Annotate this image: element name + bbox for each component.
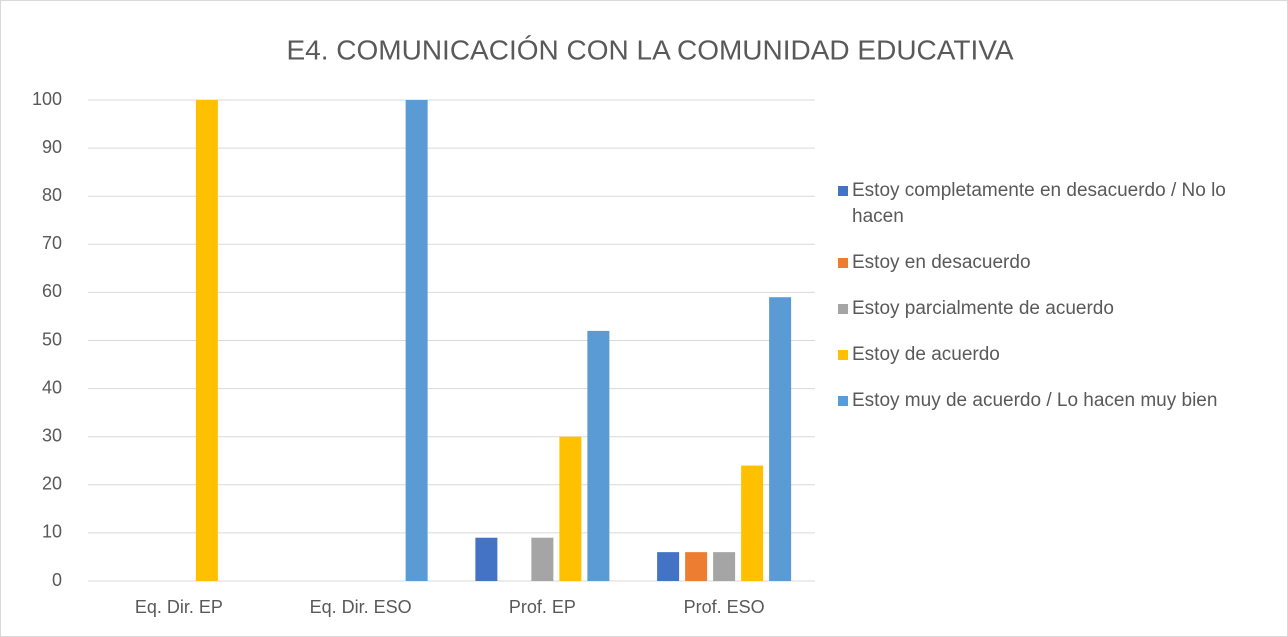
legend-label: Estoy muy de acuerdo / Lo hacen muy bien [852,390,1218,411]
x-tick-label: Prof. EP [509,597,576,617]
chart-title: E4. COMUNICACIÓN CON LA COMUNIDAD EDUCAT… [286,34,1013,65]
y-tick-label: 10 [42,522,62,542]
bar [713,552,736,581]
legend-swatch [838,396,848,406]
legend-swatch [838,186,848,196]
legend-label: Estoy parcialmente de acuerdo [852,298,1114,319]
x-tick-label: Eq. Dir. EP [135,597,223,617]
legend-label: Estoy de acuerdo [852,344,1000,365]
bar [195,100,218,581]
legend-label: Estoy completamente en desacuerdo / No l… [852,180,1226,227]
y-tick-label: 100 [32,89,62,109]
bar [741,465,764,581]
bar [475,537,498,581]
x-tick-label: Eq. Dir. ESO [310,597,412,617]
y-tick-label: 50 [42,329,62,349]
y-tick-label: 30 [42,425,62,445]
y-tick-label: 90 [42,137,62,157]
legend-item: Estoy en desacuerdo [838,250,1238,276]
bar [405,100,428,581]
bar [559,436,582,581]
bar [531,537,554,581]
y-tick-label: 70 [42,233,62,253]
bar [587,330,610,581]
bar [685,552,708,581]
legend-item: Estoy completamente en desacuerdo / No l… [838,178,1238,230]
legend-swatch [838,350,848,360]
y-tick-label: 60 [42,281,62,301]
legend-item: Estoy de acuerdo [838,342,1238,368]
legend-item: Estoy parcialmente de acuerdo [838,296,1238,322]
y-tick-label: 80 [42,185,62,205]
y-tick-label: 40 [42,377,62,397]
legend-label: Estoy en desacuerdo [852,252,1031,273]
bar [769,297,792,581]
bar [657,552,680,581]
legend-swatch [838,258,848,268]
legend-swatch [838,304,848,314]
y-tick-label: 0 [52,570,62,590]
x-tick-label: Prof. ESO [684,597,765,617]
y-tick-label: 20 [42,474,62,494]
legend-item: Estoy muy de acuerdo / Lo hacen muy bien [838,388,1238,414]
legend: Estoy completamente en desacuerdo / No l… [838,178,1238,434]
